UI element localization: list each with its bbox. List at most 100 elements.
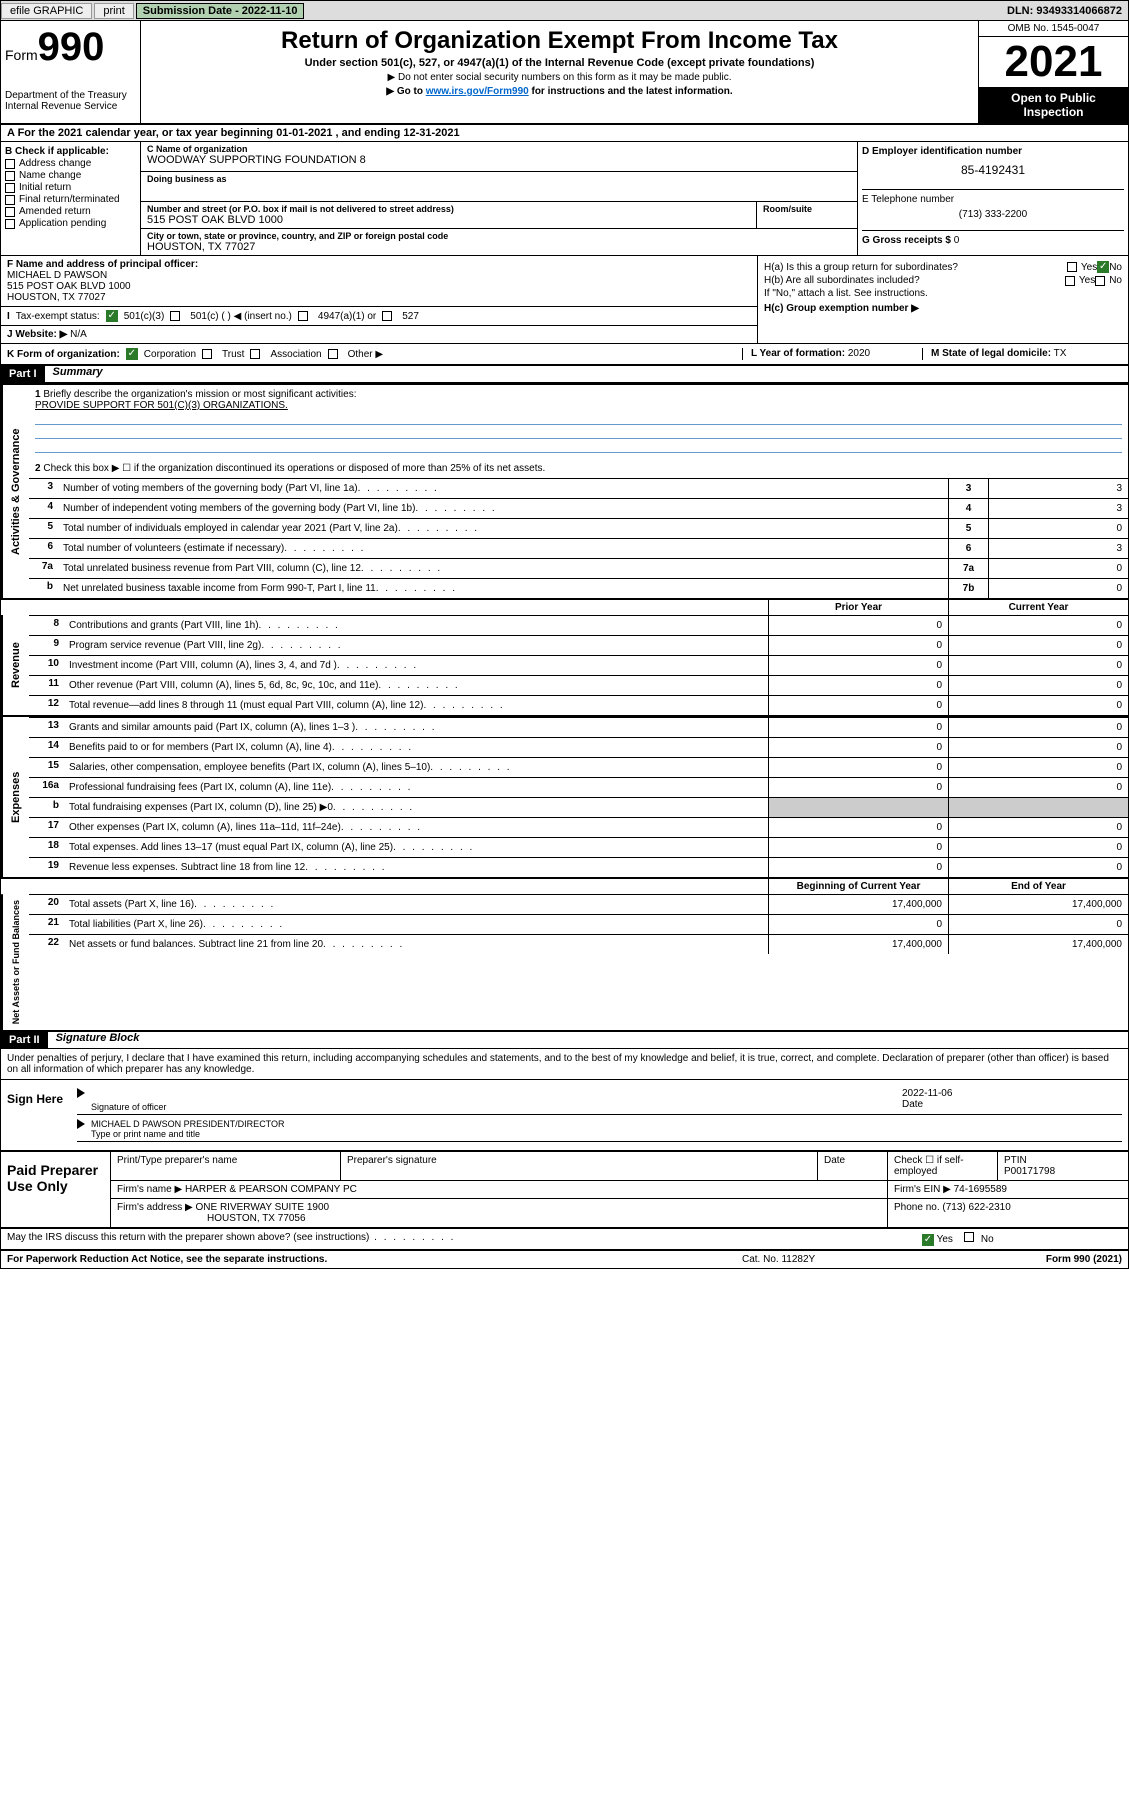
fin-curr: 0 (948, 778, 1128, 797)
fin-text: Revenue less expenses. Subtract line 18 … (65, 858, 768, 877)
row-val: 0 (988, 519, 1128, 538)
chk-app-pending[interactable] (5, 219, 15, 229)
fin-text: Total revenue—add lines 8 through 11 (mu… (65, 696, 768, 715)
fin-prior: 17,400,000 (768, 895, 948, 914)
footer-mid: Cat. No. 11282Y (742, 1254, 942, 1265)
chk-address-change[interactable] (5, 159, 15, 169)
net-assets-header: Beginning of Current Year End of Year (1, 877, 1128, 894)
sig-name-label: Type or print name and title (91, 1129, 1122, 1139)
row-num: 4 (29, 499, 59, 518)
revenue-section: Revenue 8Contributions and grants (Part … (1, 615, 1128, 715)
sig-officer-field[interactable]: Signature of officer (91, 1088, 902, 1112)
efile-button[interactable]: efile GRAPHIC (1, 3, 92, 19)
discuss-yes-chk[interactable]: ✓ (922, 1234, 934, 1246)
part2-header-row: Part II Signature Block (1, 1030, 1128, 1049)
irs-link[interactable]: www.irs.gov/Form990 (426, 86, 529, 97)
firm-name-value: HARPER & PEARSON COMPANY PC (185, 1184, 357, 1195)
fin-text: Other revenue (Part VIII, column (A), li… (65, 676, 768, 695)
part2-title: Signature Block (48, 1032, 140, 1048)
fin-prior: 0 (768, 818, 948, 837)
chk-final-return[interactable] (5, 195, 15, 205)
chk-other[interactable] (328, 349, 338, 359)
vtab-expenses: Expenses (1, 717, 29, 877)
hc-label: H(c) Group exemption number ▶ (764, 303, 919, 314)
lbl-assoc: Association (270, 349, 321, 360)
fin-text: Grants and similar amounts paid (Part IX… (65, 718, 768, 737)
vtab-governance: Activities & Governance (1, 385, 29, 598)
header-right: OMB No. 1545-0047 2021 Open to Public In… (978, 21, 1128, 123)
website-label: Website: ▶ (15, 329, 67, 340)
ha-no[interactable]: ✓ (1097, 261, 1109, 273)
hb-no[interactable] (1095, 276, 1105, 286)
fin-num: 18 (29, 838, 65, 857)
lbl-initial-return: Initial return (19, 182, 71, 193)
fin-num: 16a (29, 778, 65, 797)
chk-trust[interactable] (202, 349, 212, 359)
fin-curr: 17,400,000 (948, 935, 1128, 954)
dba-label: Doing business as (147, 174, 851, 184)
chk-name-change[interactable] (5, 171, 15, 181)
paid-preparer: Paid Preparer Use Only Print/Type prepar… (1, 1150, 1128, 1229)
officer-name: MICHAEL D PAWSON (7, 270, 751, 281)
fin-prior: 0 (768, 778, 948, 797)
fin-curr: 0 (948, 738, 1128, 757)
firm-addr-label: Firm's address ▶ (117, 1202, 193, 1213)
print-button[interactable]: print (94, 3, 133, 19)
row-a-tax-year: A For the 2021 calendar year, or tax yea… (1, 125, 1128, 142)
chk-527[interactable] (382, 311, 392, 321)
summary-row: bNet unrelated business taxable income f… (29, 578, 1128, 598)
fin-prior (768, 798, 948, 817)
chk-initial-return[interactable] (5, 183, 15, 193)
fin-text: Investment income (Part VIII, column (A)… (65, 656, 768, 675)
chk-4947[interactable] (298, 311, 308, 321)
summary-row: 3Number of voting members of the governi… (29, 478, 1128, 498)
org-name-label: C Name of organization (147, 144, 851, 154)
row-text: Number of voting members of the governin… (59, 479, 948, 498)
city-value: HOUSTON, TX 77027 (147, 241, 851, 253)
prep-name-header: Print/Type preparer's name (111, 1152, 341, 1180)
hb-note: If "No," attach a list. See instructions… (764, 288, 1122, 299)
chk-corp[interactable]: ✓ (126, 348, 138, 360)
row-num: 7a (29, 559, 59, 578)
prep-ptin-cell: PTIN P00171798 (998, 1152, 1128, 1180)
chk-501c3[interactable]: ✓ (106, 310, 118, 322)
fin-curr: 0 (948, 616, 1128, 635)
hb-yes[interactable] (1065, 276, 1075, 286)
discuss-question: May the IRS discuss this return with the… (7, 1232, 922, 1246)
discuss-no-chk[interactable] (964, 1232, 974, 1242)
hb-no-lbl: No (1109, 275, 1122, 286)
fin-text: Total assets (Part X, line 16) (65, 895, 768, 914)
sig-date-label: Date (902, 1099, 1122, 1110)
mission-blank-2 (35, 425, 1122, 439)
fin-curr: 0 (948, 718, 1128, 737)
irs-label: Internal Revenue Service (5, 101, 136, 112)
firm-name-cell: Firm's name ▶ HARPER & PEARSON COMPANY P… (111, 1181, 888, 1198)
chk-assoc[interactable] (250, 349, 260, 359)
phone-value: (713) 333-2200 (862, 205, 1124, 224)
ha-yes[interactable] (1067, 262, 1077, 272)
fin-text: Professional fundraising fees (Part IX, … (65, 778, 768, 797)
chk-amended[interactable] (5, 207, 15, 217)
open-to-public: Open to Public Inspection (979, 87, 1128, 123)
page-footer: For Paperwork Reduction Act Notice, see … (1, 1251, 1128, 1268)
vtab-netassets: Net Assets or Fund Balances (1, 894, 29, 1030)
fin-curr: 0 (948, 818, 1128, 837)
row-text: Total number of volunteers (estimate if … (59, 539, 948, 558)
row-num: b (29, 579, 59, 598)
fin-text: Total fundraising expenses (Part IX, col… (65, 798, 768, 817)
chk-501c[interactable] (170, 311, 180, 321)
fin-num: 21 (29, 915, 65, 934)
lbl-other: Other ▶ (348, 349, 383, 360)
omb-number: OMB No. 1545-0047 (979, 21, 1128, 37)
sig-name-field: MICHAEL D PAWSON PRESIDENT/DIRECTOR Type… (91, 1119, 1122, 1139)
row-box: 3 (948, 479, 988, 498)
ein-label: D Employer identification number (862, 146, 1124, 157)
fin-num: 10 (29, 656, 65, 675)
lbl-527: 527 (402, 311, 419, 322)
lbl-4947: 4947(a)(1) or (318, 311, 376, 322)
ha-label: H(a) Is this a group return for subordin… (764, 262, 1067, 273)
fin-text: Net assets or fund balances. Subtract li… (65, 935, 768, 954)
hb-label: H(b) Are all subordinates included? (764, 275, 1065, 286)
header-center: Return of Organization Exempt From Incom… (141, 21, 978, 123)
fin-text: Contributions and grants (Part VIII, lin… (65, 616, 768, 635)
